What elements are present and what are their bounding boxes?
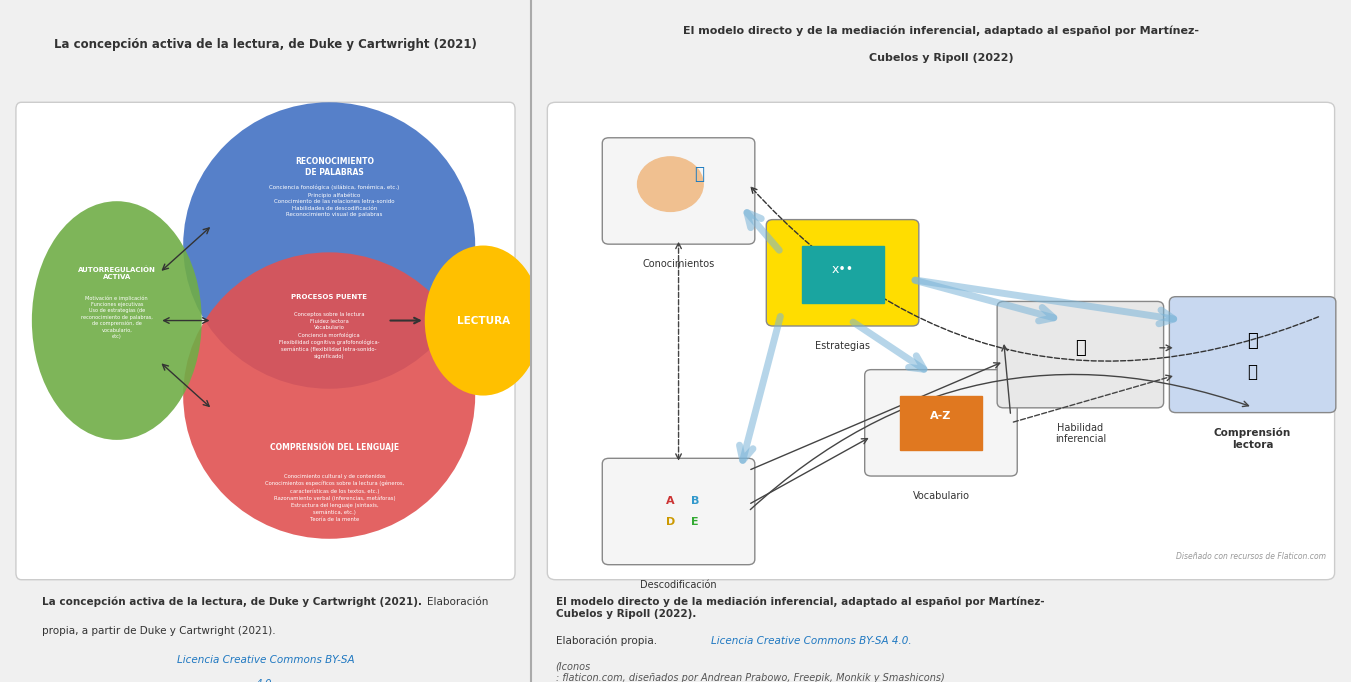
Text: Conocimiento cultural y de contenidos
Conocimientos específicos sobre la lectura: Conocimiento cultural y de contenidos Co… <box>265 474 404 522</box>
Text: Conocimientos: Conocimientos <box>643 259 715 269</box>
Text: Vocabulario: Vocabulario <box>912 491 970 501</box>
FancyBboxPatch shape <box>603 458 755 565</box>
Text: Motivación e implicación
Funciones ejecutivas
Uso de estrategias (de
reconocimie: Motivación e implicación Funciones ejecu… <box>81 295 153 339</box>
Text: propia, a partir de Duke y Cartwright (2021).: propia, a partir de Duke y Cartwright (2… <box>42 626 276 636</box>
Text: COMPRENSIÓN DEL LENGUAJE: COMPRENSIÓN DEL LENGUAJE <box>270 441 399 452</box>
Circle shape <box>638 157 703 211</box>
Text: Estrategias: Estrategias <box>815 341 870 351</box>
Text: Licencia Creative Commons BY-SA 4.0.: Licencia Creative Commons BY-SA 4.0. <box>712 636 912 646</box>
Text: Habilidad
inferencial: Habilidad inferencial <box>1055 423 1106 445</box>
Text: El modelo directo y de la mediación inferencial, adaptado al español por Martíne: El modelo directo y de la mediación infe… <box>555 597 1044 619</box>
Text: ⓘ: ⓘ <box>694 165 704 183</box>
FancyBboxPatch shape <box>997 301 1163 408</box>
Text: A: A <box>666 496 674 506</box>
Text: Descodificación: Descodificación <box>640 580 717 590</box>
Text: Conciencia fonológica (silábica, fonémica, etc.)
Principio alfabético
Conocimien: Conciencia fonológica (silábica, fonémic… <box>269 185 400 218</box>
FancyBboxPatch shape <box>766 220 919 326</box>
Ellipse shape <box>184 102 476 389</box>
Text: Conceptos sobre la lectura
Fluidez lectora
Vocabulario
Conciencia morfológica
Fl: Conceptos sobre la lectura Fluidez lecto… <box>278 312 380 359</box>
Text: A-Z: A-Z <box>931 411 951 421</box>
Text: x••: x•• <box>831 263 854 276</box>
FancyBboxPatch shape <box>547 102 1335 580</box>
Bar <box>801 246 884 303</box>
FancyBboxPatch shape <box>1170 297 1336 413</box>
Text: Diseñado con recursos de Flaticon.com: Diseñado con recursos de Flaticon.com <box>1177 552 1327 561</box>
FancyBboxPatch shape <box>865 370 1017 476</box>
Ellipse shape <box>32 201 201 440</box>
Text: Comprensión
lectora: Comprensión lectora <box>1215 428 1292 449</box>
Text: El modelo directo y de la mediación inferencial, adaptado al español por Martíne: El modelo directo y de la mediación infe… <box>684 25 1198 36</box>
Text: 📖: 📖 <box>1247 363 1258 381</box>
Text: Licencia Creative Commons BY-SA: Licencia Creative Commons BY-SA <box>177 655 354 665</box>
Text: Elaboración: Elaboración <box>427 597 489 607</box>
Text: Cubelos y Ripoll (2022): Cubelos y Ripoll (2022) <box>869 53 1013 63</box>
Text: 👤: 👤 <box>1075 339 1086 357</box>
Bar <box>900 396 982 450</box>
Text: AUTORREGULACIÓN
ACTIVA: AUTORREGULACIÓN ACTIVA <box>78 266 155 280</box>
Text: B: B <box>690 496 698 506</box>
Text: PROCESOS PUENTE: PROCESOS PUENTE <box>292 294 367 299</box>
Text: Elaboración propia.: Elaboración propia. <box>555 636 657 646</box>
Ellipse shape <box>424 246 542 396</box>
Text: 4.0.: 4.0. <box>255 679 276 682</box>
Text: RECONOCIMIENTO
DE PALABRAS: RECONOCIMIENTO DE PALABRAS <box>295 158 374 177</box>
Text: La concepción activa de la lectura, de Duke y Cartwright (2021).: La concepción activa de la lectura, de D… <box>42 597 423 607</box>
Text: LECTURA: LECTURA <box>457 316 509 325</box>
Text: La concepción activa de la lectura, de Duke y Cartwright (2021): La concepción activa de la lectura, de D… <box>54 38 477 51</box>
Text: D: D <box>666 517 676 527</box>
Text: 💡: 💡 <box>1247 332 1258 350</box>
Text: (Iconos
: flaticon.com, diseñados por Andrean Prabowo, Freepik, Monkik y Smashic: (Iconos : flaticon.com, diseñados por An… <box>555 662 944 682</box>
Text: E: E <box>692 517 698 527</box>
FancyBboxPatch shape <box>16 102 515 580</box>
FancyBboxPatch shape <box>603 138 755 244</box>
Ellipse shape <box>184 252 476 539</box>
